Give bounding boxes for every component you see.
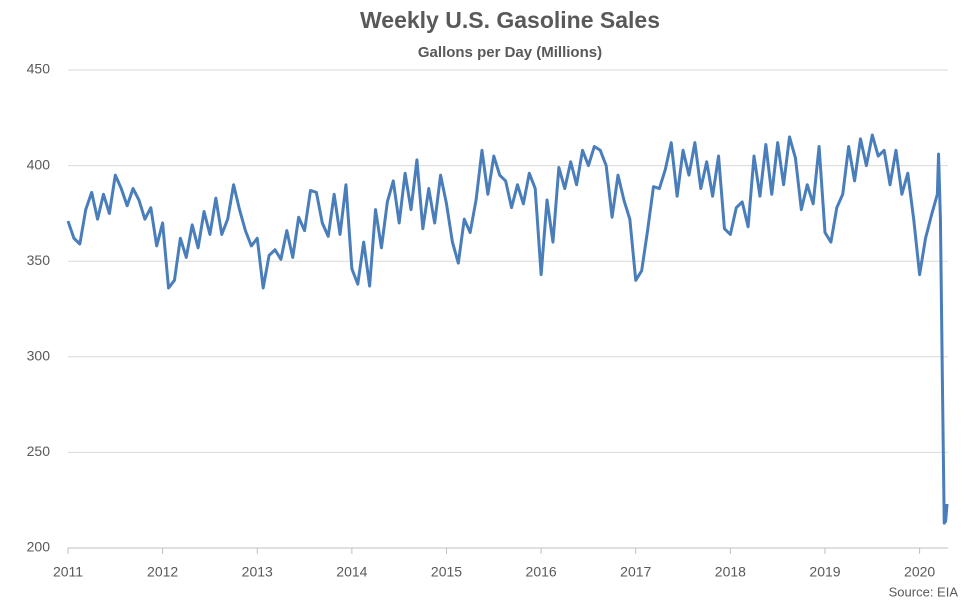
x-tick-label: 2013 bbox=[242, 564, 273, 580]
y-tick-label: 250 bbox=[27, 443, 51, 459]
x-tick-label: 2011 bbox=[53, 564, 83, 580]
y-tick-label: 200 bbox=[27, 539, 51, 555]
chart-subtitle: Gallons per Day (Millions) bbox=[418, 44, 602, 61]
x-tick-label: 2014 bbox=[336, 564, 367, 580]
y-tick-label: 450 bbox=[27, 61, 51, 77]
x-tick-label: 2015 bbox=[431, 564, 462, 580]
chart-title: Weekly U.S. Gasoline Sales bbox=[360, 7, 660, 33]
x-tick-label: 2019 bbox=[809, 564, 840, 580]
x-tick-label: 2017 bbox=[620, 564, 651, 580]
x-tick-label: 2018 bbox=[715, 564, 746, 580]
source-note: Source: EIA bbox=[889, 584, 959, 599]
y-tick-label: 400 bbox=[27, 156, 51, 172]
y-tick-label: 350 bbox=[27, 252, 51, 268]
data-line bbox=[66, 133, 949, 525]
x-tick-label: 2012 bbox=[147, 564, 178, 580]
x-tick-label: 2020 bbox=[904, 564, 935, 580]
y-tick-label: 300 bbox=[27, 348, 51, 364]
x-tick-label: 2016 bbox=[526, 564, 557, 580]
